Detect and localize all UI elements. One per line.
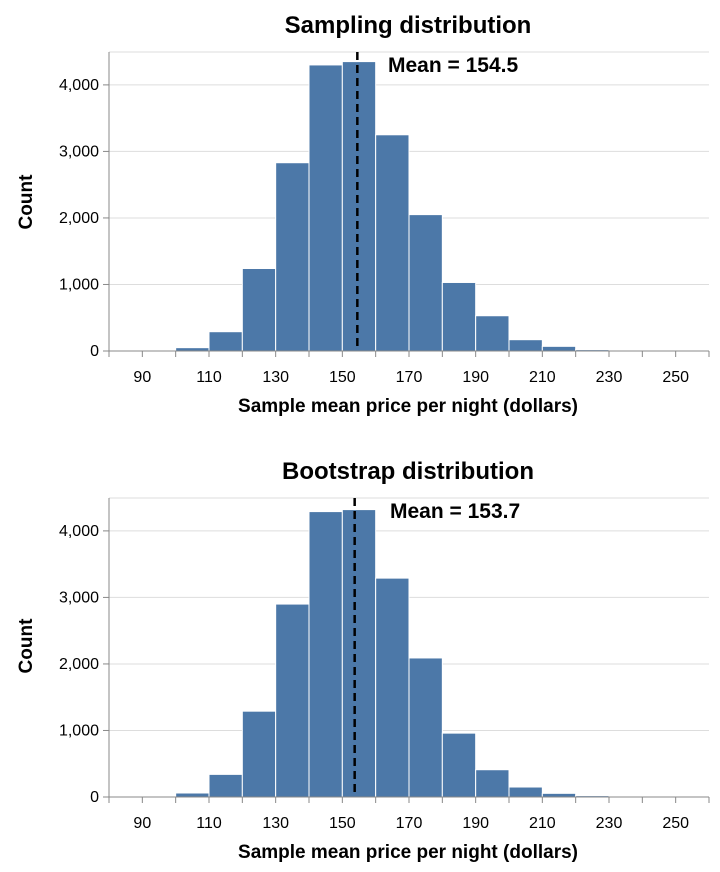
chart-title: Bootstrap distribution [282,458,534,485]
y-axis-label: Count [16,174,37,230]
histogram-bar [508,786,543,798]
histogram-bar [441,281,477,352]
chart-title: Sampling distribution [285,12,532,39]
x-axis-label: Sample mean price per night (dollars) [238,842,578,863]
x-tick-label: 250 [662,369,689,386]
histogram-bar [208,331,243,352]
x-tick-label: 230 [596,369,623,386]
histogram-bar [541,792,577,798]
histogram-bar [175,792,210,798]
histogram-bar [408,657,443,798]
y-tick-label: 2,000 [59,210,99,227]
histogram-bar [341,509,377,798]
histogram-bar [241,268,277,352]
x-tick-label: 90 [133,815,151,832]
x-tick-label: 250 [662,815,689,832]
histogram-bar [308,64,343,352]
x-tick-label: 110 [196,815,222,832]
histogram-bar [341,61,377,352]
histogram-bar [441,732,477,798]
histogram-bar [475,769,510,798]
y-tick-label: 2,000 [59,656,99,673]
x-tick-label: 150 [329,369,356,386]
x-tick-label: 90 [133,369,151,386]
histogram-bar [508,339,543,352]
histogram-bar [275,603,310,798]
sampling-distribution-panel: Sampling distribution 90 110 130 150 170 190 2… [16,12,710,417]
y-tick-label: 3,000 [59,143,99,160]
y-tick-label: 4,000 [59,523,99,540]
y-axis-label: Count [16,618,37,674]
x-tick-label: 210 [529,369,556,386]
x-tick-label: 110 [196,369,222,386]
histogram-bar [408,214,443,352]
histogram-bar [475,315,510,352]
mean-label: Mean = 154.5 [388,54,518,77]
y-tick-label: 4,000 [59,77,99,94]
y-tick-label: 1,000 [59,722,99,739]
x-tick-label: 130 [262,815,289,832]
x-tick-label: 210 [529,815,556,832]
histogram-bar [375,134,410,352]
x-tick-label: 150 [329,815,356,832]
x-tick-label: 190 [462,815,489,832]
x-axis-label: Sample mean price per night (dollars) [238,396,578,417]
y-tick-label: 1,000 [59,276,99,293]
histogram-bar [375,577,410,798]
y-tick-label: 3,000 [59,589,99,606]
x-tick-label: 130 [262,369,289,386]
x-tick-label: 170 [396,815,423,832]
histogram-bar [241,710,277,798]
x-tick-label: 170 [396,369,423,386]
histogram-bar [208,773,243,798]
y-tick-label: 0 [90,343,99,360]
mean-label: Mean = 153.7 [390,500,520,523]
histogram-bar [275,162,310,352]
bootstrap-distribution-panel: Bootstrap distribution 90 110 130 150 170 190… [16,458,710,863]
x-tick-label: 190 [462,369,489,386]
histogram-bar [308,511,343,798]
histogram-bar [541,345,577,352]
y-tick-label: 0 [90,789,99,806]
x-tick-label: 230 [596,815,623,832]
